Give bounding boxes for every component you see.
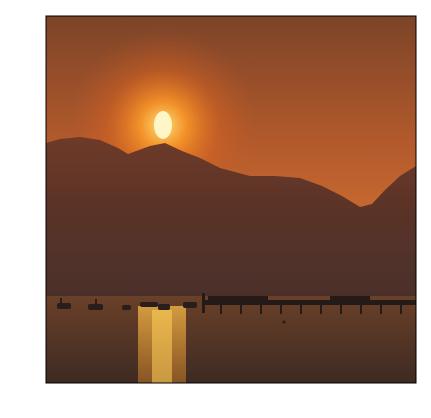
sun-reflection-core	[152, 310, 172, 383]
water	[46, 296, 416, 383]
sun	[154, 111, 172, 139]
axes-frame	[45, 15, 417, 384]
photo	[46, 16, 416, 383]
mountain-range	[46, 137, 416, 312]
boats	[57, 298, 197, 310]
pier	[202, 293, 416, 314]
